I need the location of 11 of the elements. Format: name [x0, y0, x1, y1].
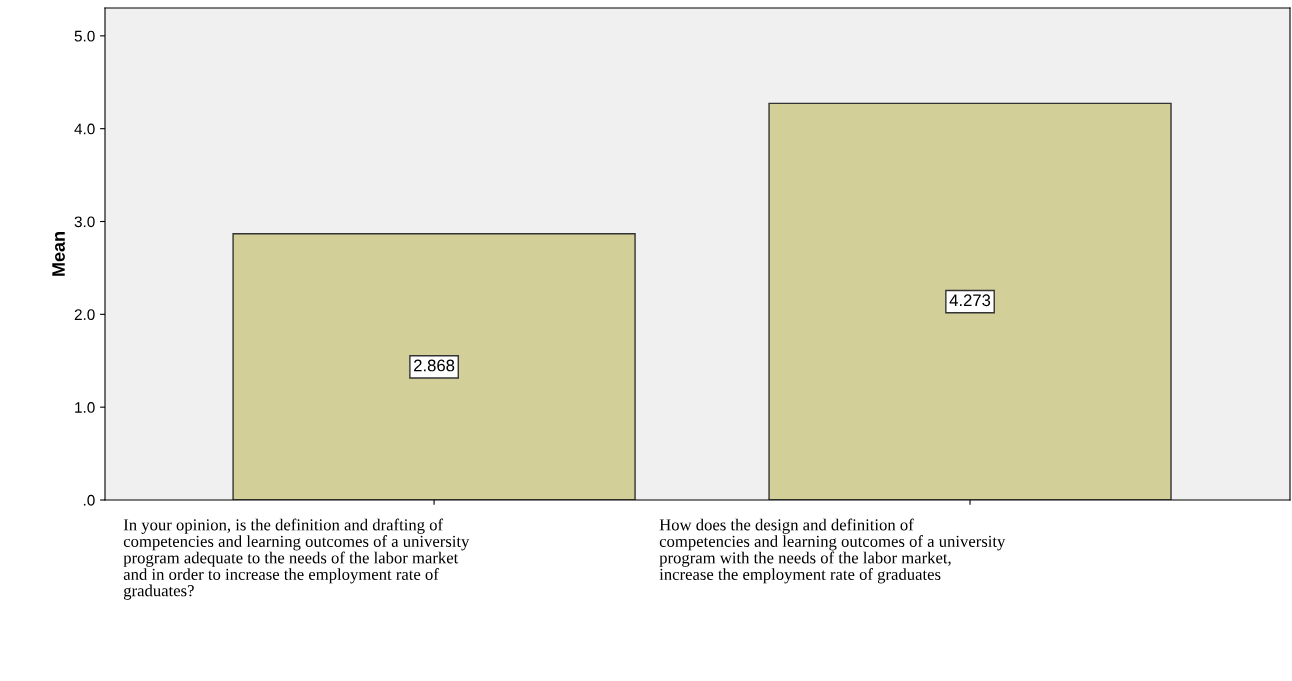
data-label: 4.273 — [949, 294, 991, 307]
y-tick-label: 1.0 — [75, 402, 95, 413]
y-tick-label: 3.0 — [74, 216, 95, 228]
x-tick-label: How does the design and definition of competencies and learning outcomes of a university program with the needs of the labor market, increase the employment rate of graduates — [659, 518, 1006, 584]
y-axis-title: Mean — [52, 232, 65, 276]
data-label: 2.868 — [414, 359, 455, 372]
y-tick-label: 4.0 — [74, 123, 95, 135]
y-tick-label: .0 — [83, 494, 95, 506]
x-tick-label: In your opinion, is the definition and drafting of competencies and learning outcomes of a university program adequate to the needs of the labor market and in order to increase the employment rate of graduates? — [123, 518, 470, 600]
y-tick-label: 2.0 — [74, 309, 95, 321]
y-tick-label: 5.0 — [74, 30, 95, 42]
